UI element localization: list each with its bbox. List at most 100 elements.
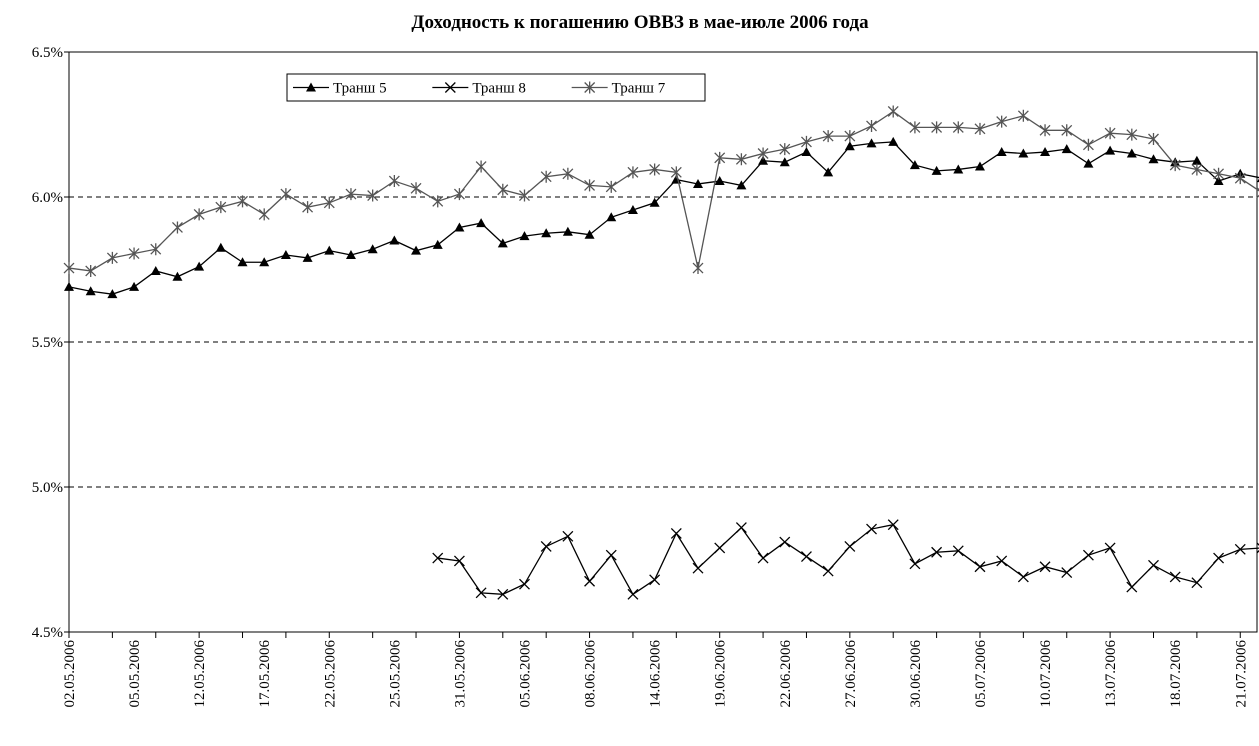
- marker: [194, 261, 205, 271]
- marker: [150, 243, 162, 256]
- marker: [779, 536, 791, 548]
- x-tick-label: 05.05.2006: [127, 640, 143, 708]
- marker: [670, 527, 682, 539]
- marker: [1082, 549, 1094, 561]
- marker: [367, 189, 379, 202]
- marker: [1256, 178, 1259, 183]
- x-tick-label: 31.05.2006: [452, 640, 468, 708]
- marker: [735, 522, 747, 534]
- marker: [952, 121, 964, 134]
- marker: [519, 231, 530, 241]
- marker: [866, 119, 877, 132]
- marker: [974, 122, 986, 135]
- marker: [823, 167, 834, 177]
- marker: [1104, 542, 1116, 554]
- marker: [888, 136, 899, 146]
- marker: [85, 286, 96, 296]
- marker: [1234, 172, 1246, 185]
- marker: [996, 555, 1008, 567]
- marker: [454, 222, 465, 232]
- marker: [519, 189, 530, 202]
- marker: [801, 551, 812, 563]
- marker: [497, 238, 508, 248]
- y-tick-label: 6.5%: [32, 45, 63, 61]
- x-tick-label: 25.05.2006: [387, 640, 403, 708]
- marker: [107, 289, 118, 299]
- marker: [171, 221, 183, 234]
- marker: [866, 138, 877, 148]
- marker: [453, 555, 465, 567]
- marker: [345, 188, 357, 201]
- marker: [1126, 148, 1137, 158]
- marker: [801, 147, 812, 157]
- marker: [1213, 167, 1225, 180]
- marker: [909, 121, 921, 134]
- x-tick-label: 05.07.2006: [973, 640, 989, 708]
- marker: [150, 265, 161, 275]
- marker: [584, 81, 596, 94]
- marker: [584, 179, 596, 192]
- marker: [866, 523, 877, 535]
- marker: [627, 205, 638, 215]
- marker: [540, 540, 552, 552]
- marker: [649, 197, 660, 207]
- marker: [822, 565, 834, 577]
- marker: [85, 264, 97, 277]
- marker: [172, 271, 183, 281]
- marker: [627, 588, 639, 600]
- marker: [844, 130, 856, 143]
- x-tick-label: 17.05.2006: [257, 640, 273, 708]
- marker: [388, 175, 400, 188]
- marker: [1169, 571, 1181, 583]
- marker: [389, 235, 400, 245]
- marker: [887, 519, 899, 531]
- marker: [444, 82, 456, 93]
- x-tick-label: 12.05.2006: [192, 640, 208, 708]
- marker: [1148, 559, 1159, 571]
- marker: [931, 165, 942, 175]
- marker: [475, 160, 487, 173]
- marker: [323, 196, 335, 209]
- marker: [432, 552, 444, 564]
- marker: [1017, 571, 1029, 583]
- marker: [974, 161, 985, 171]
- marker: [1169, 159, 1181, 172]
- marker: [758, 155, 769, 165]
- marker: [735, 153, 747, 166]
- x-tick-label: 19.06.2006: [713, 640, 729, 708]
- marker: [584, 575, 596, 587]
- x-tick-label: 05.06.2006: [517, 640, 533, 708]
- marker: [779, 157, 790, 167]
- marker: [1018, 148, 1029, 158]
- marker: [541, 228, 552, 238]
- marker: [237, 195, 248, 208]
- marker: [822, 130, 834, 143]
- marker: [1213, 176, 1224, 186]
- marker: [453, 188, 465, 201]
- marker: [280, 250, 291, 259]
- series-line: [68, 141, 1259, 295]
- marker: [280, 188, 292, 201]
- legend-box: [286, 73, 706, 102]
- marker: [693, 178, 704, 188]
- marker: [1061, 124, 1073, 137]
- marker: [411, 245, 422, 255]
- x-tick-label: 30.06.2006: [908, 640, 924, 708]
- marker: [1148, 133, 1159, 145]
- marker: [649, 574, 661, 586]
- marker: [801, 135, 812, 148]
- marker: [1126, 128, 1138, 141]
- series-line: [68, 110, 1259, 272]
- marker: [692, 562, 704, 574]
- marker: [1105, 145, 1116, 155]
- marker: [562, 167, 574, 180]
- marker: [670, 166, 682, 179]
- marker: [1191, 163, 1203, 176]
- marker: [757, 147, 769, 160]
- marker: [649, 163, 661, 176]
- marker: [974, 561, 986, 573]
- marker: [605, 180, 617, 193]
- marker: [562, 530, 574, 542]
- marker: [1083, 158, 1094, 168]
